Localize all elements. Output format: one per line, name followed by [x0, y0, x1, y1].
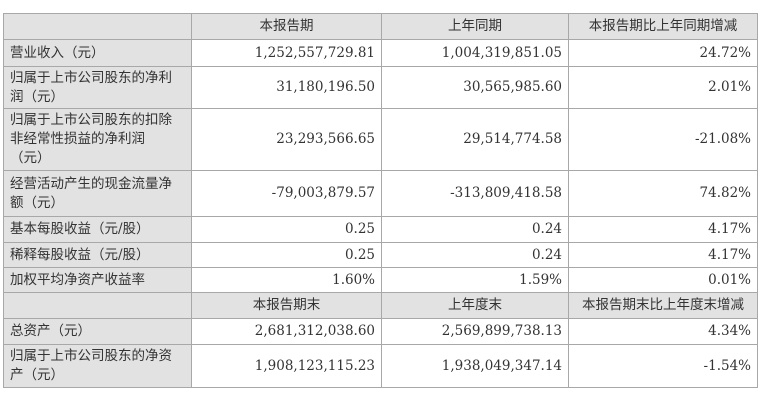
row-label-line: 归属于上市公司股东的扣除 [10, 112, 172, 128]
row-label-line: 经营活动产生的现金流量净 [10, 175, 172, 192]
column-header [3, 292, 192, 319]
column-header: 上年度末 [381, 292, 569, 319]
cell-current: 1,908,123,115.23 [191, 344, 382, 388]
cell-change: 24.72% [568, 39, 758, 67]
cell-current: -79,003,879.57 [191, 170, 382, 217]
column-header: 本报告期末 [191, 292, 382, 319]
cell-current: 31,180,196.50 [191, 66, 382, 109]
column-header: 本报告期末比上年度末增减 [568, 292, 758, 319]
table-row: 归属于上市公司股东的扣除 非经常性损益的净利润 （元） 23,293,566.65 29… [3, 108, 758, 171]
cell-prior: 0.24 [381, 242, 569, 268]
cell-change: 4.17% [568, 242, 758, 268]
table-row: 总资产（元） 2,681,312,038.60 2,569,899,738.13 4.… [3, 318, 758, 345]
column-header [3, 13, 192, 40]
cell-change: 4.17% [568, 216, 758, 243]
header-row: 本报告期末 上年度末 本报告期末比上年度末增减 [3, 292, 758, 319]
cell-change: 0.01% [568, 267, 758, 293]
row-label: 经营活动产生的现金流量净 额（元） [3, 170, 192, 217]
cell-prior: 0.24 [381, 216, 569, 243]
cell-current: 1.60% [191, 267, 382, 293]
cell-change: 4.34% [568, 318, 758, 345]
table-row: 营业收入（元） 1,252,557,729.81 1,004,319,851.05 2… [3, 39, 758, 67]
cell-prior: 1,938,049,347.14 [381, 344, 569, 388]
cell-current: 1,252,557,729.81 [191, 39, 382, 67]
cell-current: 0.25 [191, 242, 382, 268]
cell-change: 2.01% [568, 66, 758, 109]
row-label: 营业收入（元） [3, 39, 192, 67]
table-row: 归属于上市公司股东的净利 润（元） 31,180,196.50 30,565,985.… [3, 66, 758, 109]
cell-prior: 2,569,899,738.13 [381, 318, 569, 345]
row-label-line: 营业收入（元） [10, 44, 105, 61]
column-header: 本报告期 [191, 13, 382, 40]
row-label: 加权平均净资产收益率 [3, 267, 192, 293]
row-label: 稀释每股收益（元/股） [3, 242, 192, 268]
header-row: 本报告期 上年同期 本报告期比上年同期增减 [3, 13, 758, 40]
table-row: 基本每股收益（元/股） 0.25 0.24 4.17% [3, 216, 758, 243]
row-label: 归属于上市公司股东的净利 润（元） [3, 66, 192, 109]
row-label-line: 归属于上市公司股东的净利 [10, 69, 172, 86]
column-header: 本报告期比上年同期增减 [568, 13, 758, 40]
row-label-line: 稀释每股收益（元/股） [10, 246, 150, 263]
row-label-line: 润（元） [10, 88, 64, 105]
cell-change: -1.54% [568, 344, 758, 388]
row-label: 基本每股收益（元/股） [3, 216, 192, 243]
cell-change: 74.82% [568, 170, 758, 217]
row-label-line: 基本每股收益（元/股） [10, 221, 150, 237]
cell-prior: -313,809,418.58 [381, 170, 569, 217]
row-label-line: 额（元） [10, 194, 64, 211]
cell-prior: 1.59% [381, 267, 569, 293]
row-label: 归属于上市公司股东的净资 产（元） [3, 344, 192, 388]
cell-prior: 30,565,985.60 [381, 66, 569, 109]
row-label-line: （元） [10, 150, 51, 166]
cell-current: 0.25 [191, 216, 382, 243]
table-row: 加权平均净资产收益率 1.60% 1.59% 0.01% [3, 267, 758, 293]
cell-prior: 29,514,774.58 [381, 108, 569, 171]
row-label-line: 加权平均净资产收益率 [10, 271, 145, 288]
cell-current: 23,293,566.65 [191, 108, 382, 171]
row-label: 总资产（元） [3, 318, 192, 345]
cell-prior: 1,004,319,851.05 [381, 39, 569, 67]
financial-summary-table: 本报告期 上年同期 本报告期比上年同期增减营业收入（元） 1,252,557,729.… [3, 13, 758, 388]
row-label: 归属于上市公司股东的扣除 非经常性损益的净利润 （元） [3, 108, 192, 171]
table-row: 经营活动产生的现金流量净 额（元） -79,003,879.57 -313,809,4… [3, 170, 758, 217]
column-header: 上年同期 [381, 13, 569, 40]
row-label-line: 非经常性损益的净利润 [10, 131, 145, 147]
cell-current: 2,681,312,038.60 [191, 318, 382, 345]
table-row: 稀释每股收益（元/股） 0.25 0.24 4.17% [3, 242, 758, 268]
row-label-line: 归属于上市公司股东的净资 [10, 348, 172, 364]
row-label-line: 产（元） [10, 367, 64, 383]
table-row: 归属于上市公司股东的净资 产（元） 1,908,123,115.23 1,938,04… [3, 344, 758, 388]
row-label-line: 总资产（元） [10, 323, 91, 339]
cell-change: -21.08% [568, 108, 758, 171]
